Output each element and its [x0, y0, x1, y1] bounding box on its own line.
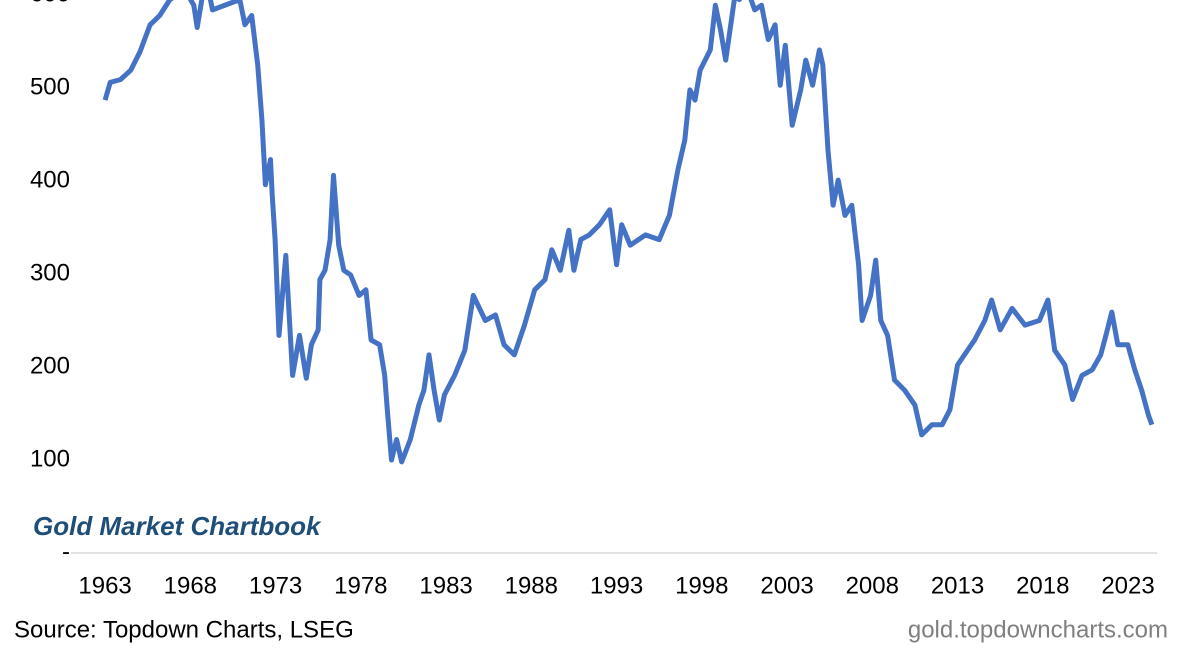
x-tick-label: 2003 — [760, 572, 813, 599]
source: Source: Topdown Charts, LSEG — [14, 616, 354, 643]
x-tick-label: 1998 — [675, 572, 728, 599]
y-tick-label: 400 — [30, 166, 70, 193]
chart-title: Gold Market Chartbook — [33, 511, 322, 541]
y-tick-label: 100 — [30, 445, 70, 472]
x-tick-label: 2023 — [1101, 572, 1154, 599]
x-tick-label: 1973 — [249, 572, 302, 599]
y-tick-label: - — [62, 538, 70, 565]
x-tick-label: 1988 — [505, 572, 558, 599]
x-tick-label: 2008 — [846, 572, 899, 599]
x-tick-label: 2013 — [931, 572, 984, 599]
line-series — [102, 0, 1155, 465]
x-tick-label: 2018 — [1016, 572, 1069, 599]
website: gold.topdowncharts.com — [908, 616, 1168, 643]
x-tick-label: 1978 — [334, 572, 387, 599]
x-tick-label: 1983 — [419, 572, 472, 599]
y-tick-label: 500 — [30, 73, 70, 100]
x-tick-label: 1963 — [78, 572, 131, 599]
x-tick-label: 1968 — [164, 572, 217, 599]
y-tick-label: 600 — [30, 0, 70, 7]
x-tick-label: 1993 — [590, 572, 643, 599]
y-tick-label: 200 — [30, 352, 70, 379]
y-tick-label: 300 — [30, 259, 70, 286]
